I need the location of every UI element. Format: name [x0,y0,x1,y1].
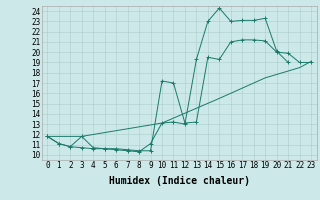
X-axis label: Humidex (Indice chaleur): Humidex (Indice chaleur) [109,176,250,186]
